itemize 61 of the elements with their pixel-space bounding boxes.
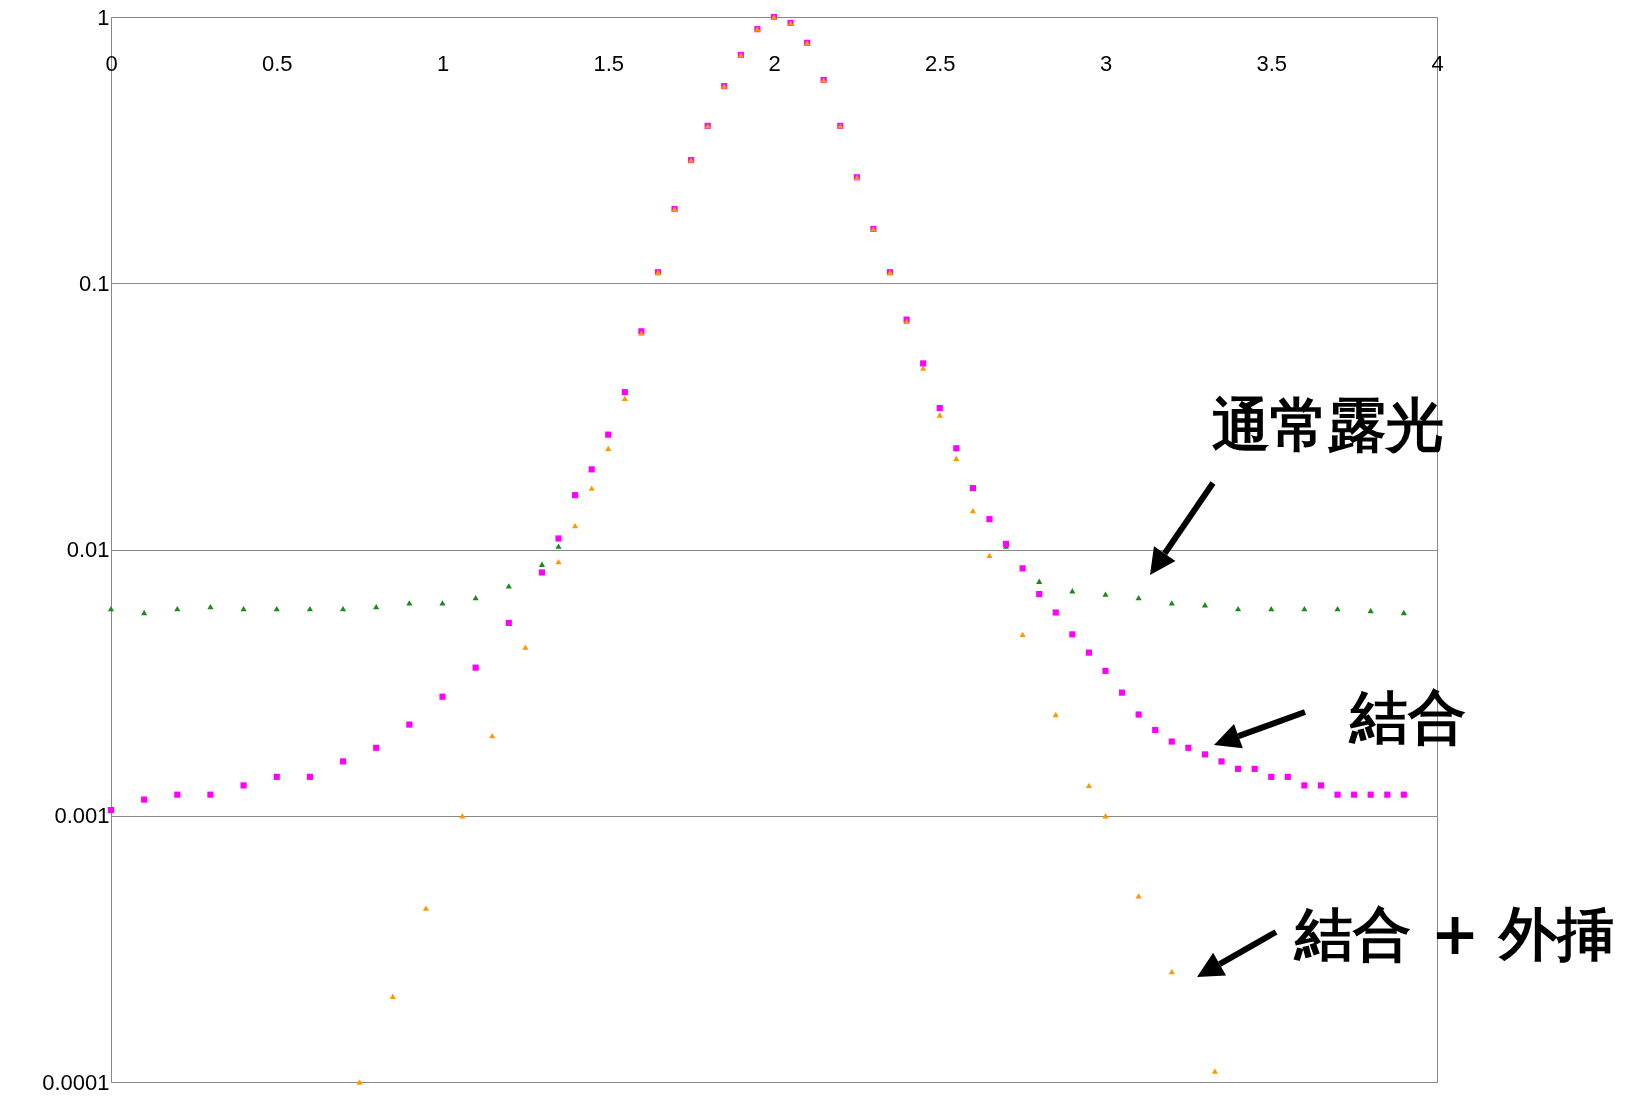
- point: [339, 605, 347, 612]
- x-tick-label: 2: [768, 50, 781, 76]
- point: [1168, 968, 1175, 975]
- x-tick-label: 1: [436, 50, 450, 76]
- point: [1036, 578, 1043, 584]
- x-tick-label: 4: [1431, 50, 1444, 76]
- x-tick-label: 3.5: [1256, 50, 1288, 76]
- point: [538, 561, 546, 567]
- series-label: 結合: [1350, 682, 1466, 753]
- point: [1268, 605, 1275, 612]
- point: [489, 732, 496, 739]
- text: 結合 + 外挿: [1294, 899, 1616, 970]
- y-tick-label: 1: [97, 4, 110, 30]
- x-tick-label: 0.5: [261, 50, 293, 76]
- point: [555, 543, 562, 549]
- point: [389, 993, 396, 999]
- x-tick-label: 0: [105, 50, 118, 76]
- point: [936, 412, 943, 418]
- y-tick-label: 0.01: [66, 537, 110, 562]
- y-tick-label: 0.001: [54, 803, 110, 829]
- point: [472, 594, 479, 601]
- point: [1301, 605, 1308, 612]
- point: [1102, 591, 1109, 597]
- point: [522, 644, 529, 650]
- point: [986, 552, 993, 559]
- point: [1052, 711, 1059, 718]
- point: [1085, 782, 1093, 789]
- point: [1367, 607, 1374, 614]
- point: [107, 605, 115, 612]
- point: [1135, 594, 1142, 601]
- point: [406, 600, 413, 606]
- y-tick-label: 0.1: [78, 270, 110, 296]
- point: [439, 600, 446, 606]
- x-tick-label: 1.5: [593, 50, 625, 76]
- point: [240, 605, 247, 612]
- y-tick-label: 0.0001: [42, 1069, 110, 1095]
- point: [969, 507, 976, 514]
- point: [588, 485, 595, 491]
- point: [1019, 631, 1026, 638]
- point: [1400, 609, 1407, 616]
- point: [555, 559, 562, 565]
- point: [141, 609, 148, 616]
- point: [605, 445, 612, 451]
- point: [1168, 600, 1175, 606]
- point: [1135, 893, 1142, 899]
- x-tick-label: 3: [1099, 50, 1113, 76]
- point: [273, 605, 280, 612]
- point: [953, 455, 960, 461]
- point: [1334, 605, 1341, 612]
- point: [621, 395, 628, 401]
- x-tick-label: 2.5: [924, 50, 956, 76]
- point: [1211, 1068, 1218, 1074]
- point: [505, 583, 512, 589]
- point: [572, 522, 579, 529]
- text: 通常露光: [1212, 390, 1444, 461]
- point: [920, 365, 927, 371]
- point: [174, 605, 181, 612]
- point: [422, 905, 430, 911]
- point: [306, 605, 313, 612]
- point: [1235, 605, 1242, 612]
- point: [356, 1079, 363, 1085]
